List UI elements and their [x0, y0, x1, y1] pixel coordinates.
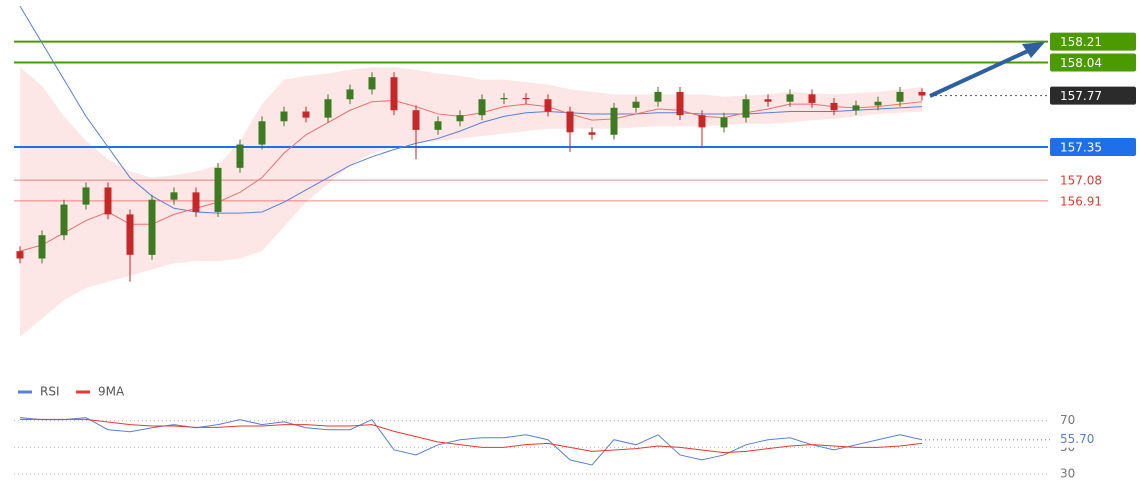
arrow-head: [1022, 42, 1045, 58]
candle-body: [522, 98, 530, 100]
moving-average: [19, 99, 923, 252]
level-label: 157.35: [1060, 141, 1102, 155]
candle-body: [82, 187, 90, 205]
candle-body: [60, 204, 68, 236]
candle-body: [170, 192, 178, 200]
candle-body: [346, 89, 354, 100]
level-label-box: [1050, 53, 1136, 72]
candle-body: [302, 111, 310, 118]
forecast-arrow: [929, 48, 1031, 98]
candle-body: [16, 251, 24, 259]
legend-label: 9MA: [98, 385, 125, 399]
candle-body: [874, 101, 882, 106]
moving-average: [19, 5, 923, 214]
candle-body: [126, 214, 134, 255]
candle-body: [148, 199, 156, 255]
candle-body: [566, 111, 574, 133]
last-value-label: 55.70: [1060, 432, 1094, 446]
level-label-box: [1050, 138, 1136, 157]
indicator-line: [19, 417, 923, 466]
level-label: 156.91: [1060, 194, 1102, 208]
level-label: 157.77: [1060, 89, 1102, 103]
legend-label: RSI: [40, 385, 60, 399]
candle-body: [698, 115, 706, 128]
candle-body: [676, 91, 684, 116]
candle-body: [610, 107, 618, 135]
candle-body: [720, 117, 728, 128]
candle-body: [786, 94, 794, 102]
candle-body: [412, 110, 420, 130]
y-tick-label: 70: [1060, 413, 1075, 427]
candle-body: [742, 99, 750, 118]
candle-body: [258, 121, 266, 145]
candle-body: [918, 91, 926, 96]
candle-body: [764, 99, 772, 102]
candle-body: [544, 99, 552, 112]
level-label: 158.21: [1060, 35, 1102, 49]
level-label: 158.04: [1060, 56, 1102, 70]
candle-body: [104, 187, 112, 215]
y-tick-label: 30: [1060, 467, 1075, 481]
candle-body: [896, 91, 904, 102]
candle-body: [280, 111, 288, 122]
candle-body: [654, 91, 662, 102]
candle-body: [588, 132, 596, 135]
candle-body: [830, 102, 838, 111]
indicator-line: [20, 418, 923, 454]
candle-body: [808, 94, 816, 103]
candle-body: [456, 115, 464, 122]
level-label-box: [1050, 86, 1136, 105]
candle-body: [434, 121, 442, 130]
level-label: 157.08: [1060, 174, 1102, 188]
candle-body: [500, 98, 508, 100]
candle-body: [192, 192, 200, 212]
candle-body: [214, 167, 222, 212]
bollinger-band: [20, 67, 922, 337]
candle-body: [236, 144, 244, 168]
candle-body: [324, 99, 332, 118]
candle-body: [368, 77, 376, 90]
candle-body: [632, 101, 640, 108]
level-label-box: [1050, 32, 1136, 51]
candle-body: [852, 105, 860, 111]
last-value-bg: [1055, 431, 1095, 448]
candle-body: [390, 77, 398, 111]
candle-body: [478, 99, 486, 116]
candle-body: [38, 235, 46, 259]
